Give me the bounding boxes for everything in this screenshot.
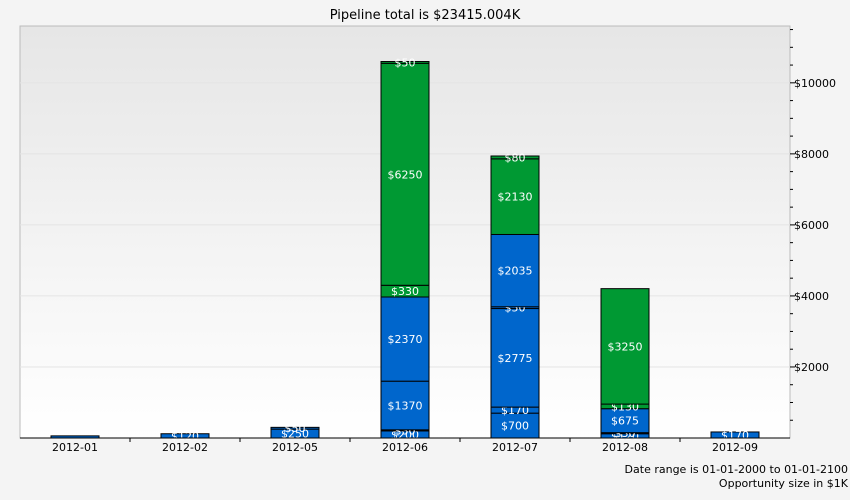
x-tick-label: 2012-06 <box>382 441 428 454</box>
bars: $120 $250$50 $200$30$1370$2370$330$6250$50… <box>50 56 760 443</box>
segment-value-label: $250 <box>281 428 309 441</box>
bar-segment <box>490 155 540 160</box>
segment-value-label: $50 <box>395 56 416 69</box>
segment-value-label: $6250 <box>388 168 423 181</box>
segment-value-label: $330 <box>391 285 419 298</box>
segment-value-label: $2130 <box>498 191 533 204</box>
x-tick-label: 2012-01 <box>52 441 98 454</box>
bar-segment <box>380 296 430 382</box>
date-range-note: Date range is 01-01-2000 to 01-01-2100 <box>625 463 848 476</box>
bar-segment <box>380 61 430 64</box>
segment-value-label: $120 <box>171 430 199 443</box>
y-tick-label: $10000 <box>794 77 836 90</box>
x-tick-label: 2012-09 <box>712 441 758 454</box>
segment-value-label: $2370 <box>388 333 423 346</box>
bar-segment <box>490 308 540 408</box>
bar-segment <box>490 233 540 308</box>
y-tick-label: $4000 <box>794 290 829 303</box>
y-tick-label: $6000 <box>794 219 829 232</box>
chart-title: Pipeline total is $23415.004K <box>330 8 521 23</box>
segment-value-label: $700 <box>501 420 529 433</box>
segment-value-label: $50 <box>285 422 306 435</box>
axes: $2000 $4000 $6000 $8000 $10000 2012-01 2012-02… <box>20 29 836 454</box>
x-tick-label: 2012-08 <box>602 441 648 454</box>
y-tick-label: $2000 <box>794 361 829 374</box>
bar-segment <box>380 380 430 431</box>
segment-value-label: $80 <box>505 151 526 164</box>
bar-segment <box>270 426 320 430</box>
bar-segment <box>600 288 650 405</box>
segment-value-label: $3250 <box>608 340 643 353</box>
size-unit-note: Opportunity size in $1K <box>719 477 849 490</box>
segment-value-label: $2035 <box>498 265 533 278</box>
x-tick-label: 2012-02 <box>162 441 208 454</box>
segment-value-label: $1370 <box>388 400 423 413</box>
x-tick-label: 2012-07 <box>492 441 538 454</box>
x-tick-label: 2012-05 <box>272 441 318 454</box>
y-tick-label: $8000 <box>794 148 829 161</box>
segment-value-label: $2775 <box>498 352 533 365</box>
bar-segment <box>490 158 540 235</box>
segment-value-label: $675 <box>611 415 639 428</box>
segment-value-label: $170 <box>721 429 749 442</box>
